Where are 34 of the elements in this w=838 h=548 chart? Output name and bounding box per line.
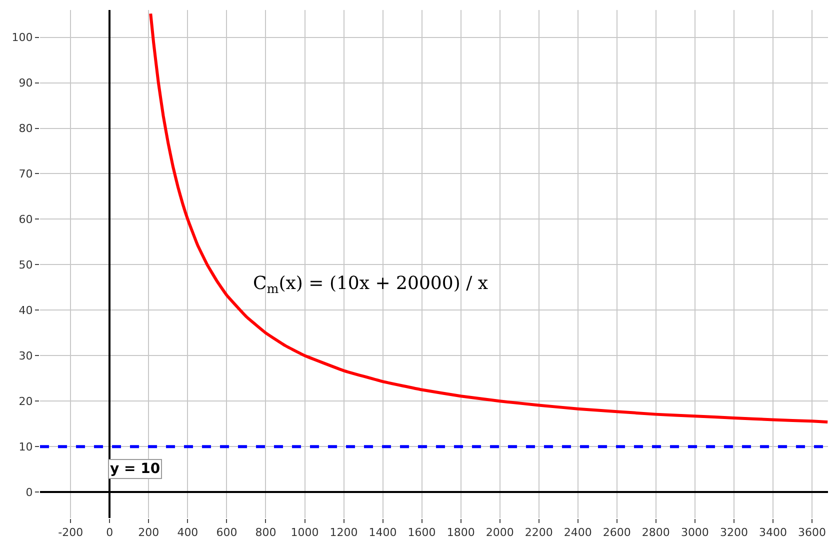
y-tick-label: 100 <box>12 31 33 44</box>
y-tick-label: 10 <box>18 440 33 454</box>
y-tick-label: 50 <box>18 258 33 272</box>
x-tick-label: 3600 <box>798 526 826 540</box>
annotation: C$_{m}$(x) = (10x + 20000) / x <box>253 273 488 296</box>
y-tick-label: 30 <box>18 349 33 362</box>
x-tick-label: 200 <box>138 526 160 540</box>
x-tick-label: 1800 <box>446 526 475 540</box>
x-tick-label: 2400 <box>564 526 592 540</box>
x-tick-label: 1400 <box>368 526 397 540</box>
x-tick-label: 3000 <box>680 526 709 540</box>
x-tick-label: 2000 <box>486 526 514 540</box>
y-tick-label: 0 <box>26 486 33 499</box>
x-tick-label: 1000 <box>290 526 319 540</box>
x-tick-label: 2600 <box>602 526 631 540</box>
y-tick-label: 40 <box>18 304 33 318</box>
x-tick-label: 400 <box>177 526 198 540</box>
x-tick-label: 1200 <box>330 526 358 540</box>
x-tick-label: 800 <box>255 526 276 540</box>
ref-line-label: y = 10 <box>110 461 160 477</box>
y-tick-label: 90 <box>18 76 33 90</box>
y-tick-label: 60 <box>18 213 33 226</box>
x-tick-label: 600 <box>216 526 238 540</box>
line-series <box>149 12 828 424</box>
y-tick-label: 70 <box>18 168 33 181</box>
x-tick-label: 3200 <box>720 526 748 540</box>
x-tick-label: -200 <box>58 526 84 540</box>
y-tick-label: 20 <box>18 394 33 408</box>
x-tick-label: 0 <box>106 526 114 540</box>
x-tick-label: 2800 <box>642 526 670 540</box>
x-tick-label: 2200 <box>524 526 553 540</box>
x-tick-label: 1600 <box>408 526 436 540</box>
y-tick-label: 80 <box>18 122 33 136</box>
x-tick-label: 3400 <box>758 526 787 540</box>
